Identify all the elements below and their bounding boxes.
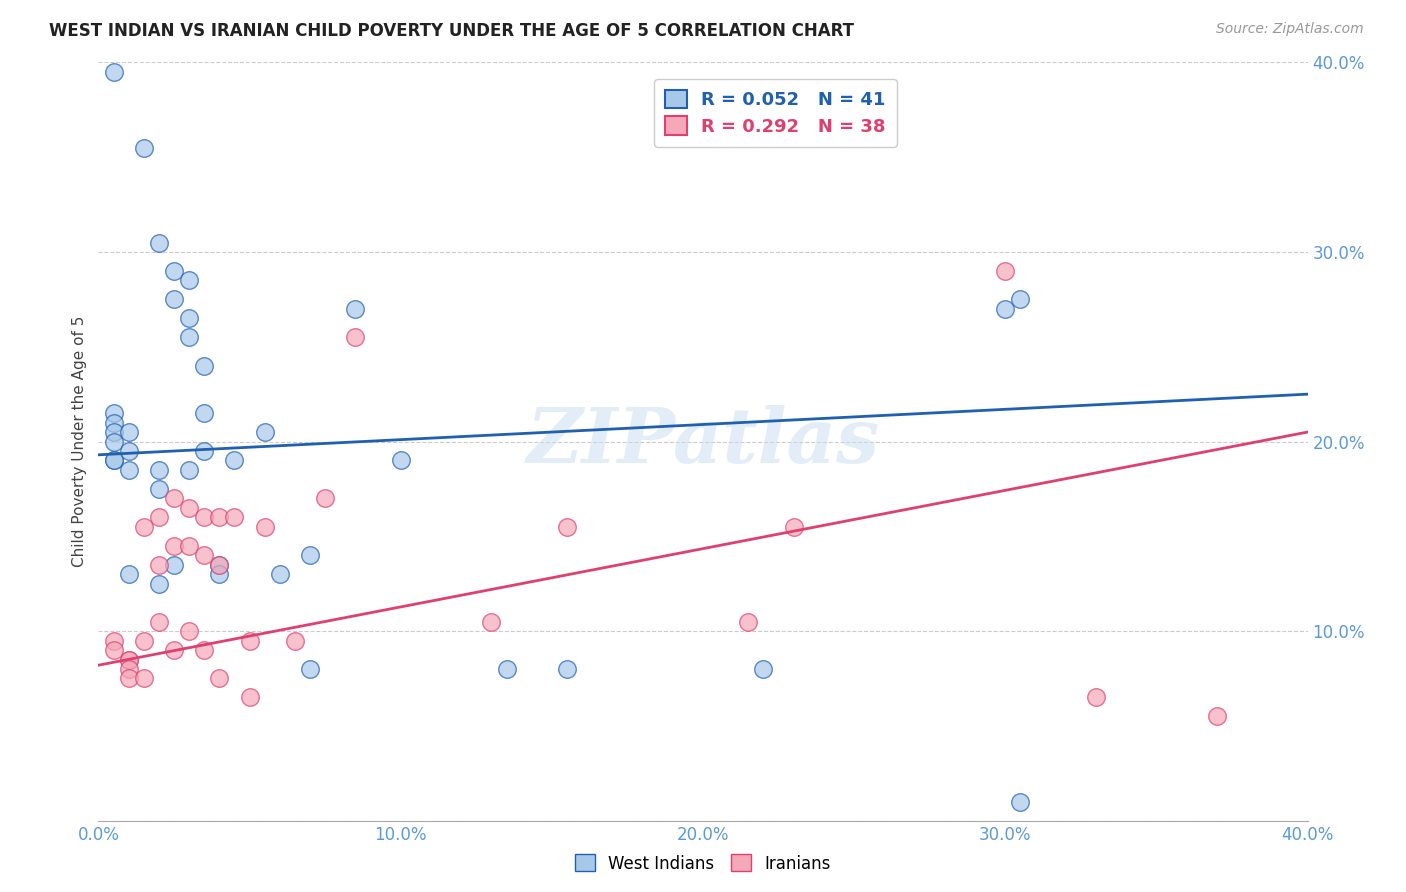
Point bbox=[208, 567, 231, 582]
Point bbox=[299, 548, 322, 563]
Y-axis label: Child Poverty Under the Age of 5: Child Poverty Under the Age of 5 bbox=[72, 316, 87, 567]
Point bbox=[555, 520, 578, 534]
Point bbox=[284, 633, 307, 648]
Point bbox=[148, 510, 170, 524]
Text: ZIPatlas: ZIPatlas bbox=[526, 405, 880, 478]
Point bbox=[148, 558, 170, 572]
Point bbox=[193, 643, 215, 657]
Point bbox=[179, 500, 201, 515]
Point bbox=[132, 141, 155, 155]
Point bbox=[118, 652, 141, 666]
Point bbox=[1085, 690, 1108, 705]
Point bbox=[163, 643, 186, 657]
Point bbox=[299, 662, 322, 676]
Point bbox=[239, 690, 262, 705]
Point bbox=[103, 453, 125, 467]
Point bbox=[208, 672, 231, 686]
Point bbox=[148, 615, 170, 629]
Text: Source: ZipAtlas.com: Source: ZipAtlas.com bbox=[1216, 22, 1364, 37]
Point bbox=[179, 330, 201, 344]
Point bbox=[783, 520, 806, 534]
Point bbox=[193, 510, 215, 524]
Point bbox=[555, 662, 578, 676]
Point bbox=[481, 615, 503, 629]
Point bbox=[253, 520, 276, 534]
Point bbox=[118, 463, 141, 477]
Point bbox=[737, 615, 759, 629]
Point bbox=[179, 273, 201, 287]
Point bbox=[208, 558, 231, 572]
Point bbox=[148, 463, 170, 477]
Point bbox=[752, 662, 775, 676]
Point bbox=[344, 301, 367, 316]
Point bbox=[495, 662, 517, 676]
Point bbox=[193, 406, 215, 420]
Point bbox=[1010, 795, 1032, 809]
Point bbox=[163, 539, 186, 553]
Point bbox=[103, 643, 125, 657]
Point bbox=[269, 567, 291, 582]
Point bbox=[148, 235, 170, 250]
Point bbox=[994, 264, 1017, 278]
Point bbox=[118, 444, 141, 458]
Point bbox=[103, 434, 125, 449]
Point bbox=[1206, 709, 1229, 723]
Legend: West Indians, Iranians: West Indians, Iranians bbox=[568, 847, 838, 880]
Point bbox=[224, 510, 246, 524]
Point bbox=[179, 311, 201, 326]
Point bbox=[344, 330, 367, 344]
Point bbox=[179, 539, 201, 553]
Point bbox=[103, 633, 125, 648]
Point bbox=[148, 576, 170, 591]
Point bbox=[179, 624, 201, 639]
Point bbox=[103, 406, 125, 420]
Point bbox=[103, 453, 125, 467]
Point bbox=[132, 672, 155, 686]
Point bbox=[118, 672, 141, 686]
Point bbox=[132, 633, 155, 648]
Point bbox=[994, 301, 1017, 316]
Point bbox=[208, 558, 231, 572]
Point bbox=[253, 425, 276, 439]
Point bbox=[103, 416, 125, 430]
Text: WEST INDIAN VS IRANIAN CHILD POVERTY UNDER THE AGE OF 5 CORRELATION CHART: WEST INDIAN VS IRANIAN CHILD POVERTY UND… bbox=[49, 22, 855, 40]
Point bbox=[118, 425, 141, 439]
Point bbox=[118, 652, 141, 666]
Point bbox=[389, 453, 412, 467]
Point bbox=[193, 444, 215, 458]
Point bbox=[239, 633, 262, 648]
Point bbox=[148, 482, 170, 496]
Point bbox=[163, 293, 186, 307]
Point bbox=[208, 510, 231, 524]
Point bbox=[103, 425, 125, 439]
Legend: R = 0.052   N = 41, R = 0.292   N = 38: R = 0.052 N = 41, R = 0.292 N = 38 bbox=[654, 79, 897, 146]
Point bbox=[179, 463, 201, 477]
Point bbox=[118, 567, 141, 582]
Point bbox=[314, 491, 336, 506]
Point bbox=[163, 264, 186, 278]
Point bbox=[193, 548, 215, 563]
Point bbox=[224, 453, 246, 467]
Point bbox=[163, 558, 186, 572]
Point bbox=[132, 520, 155, 534]
Point bbox=[118, 662, 141, 676]
Point bbox=[1010, 293, 1032, 307]
Point bbox=[193, 359, 215, 373]
Point bbox=[103, 65, 125, 79]
Point bbox=[163, 491, 186, 506]
